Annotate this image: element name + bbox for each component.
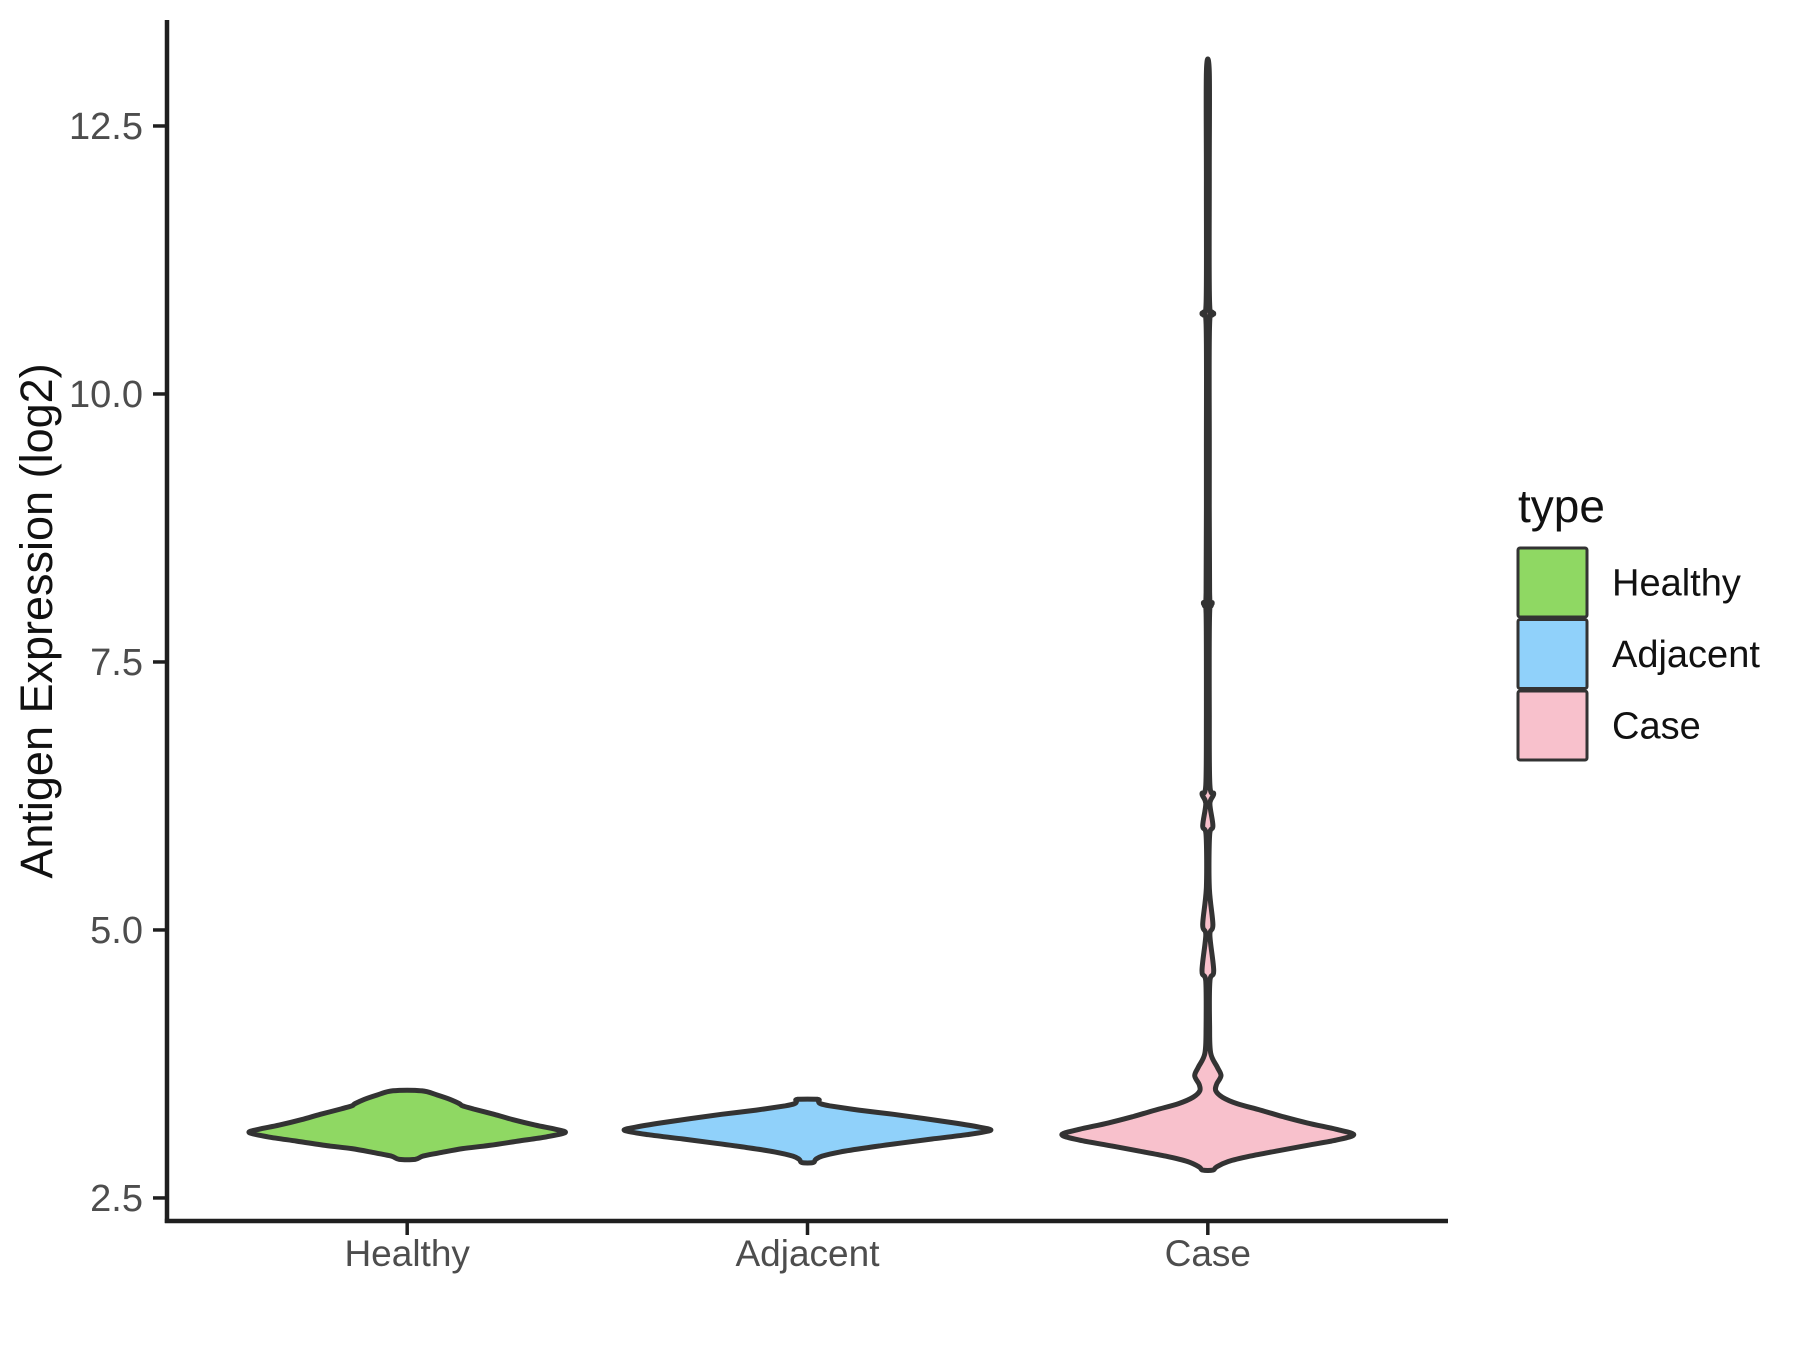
- x-tick-label-case: Case: [1165, 1233, 1251, 1274]
- violin-adjacent: [621, 1096, 994, 1166]
- y-axis-title: Antigen Expression (log2): [11, 363, 62, 878]
- legend-label-healthy: Healthy: [1612, 563, 1741, 605]
- legend-title: type: [1518, 480, 1605, 532]
- legend-key-case: [1516, 689, 1589, 762]
- y-tick-label: 2.5: [90, 1178, 143, 1220]
- legend-key-healthy: [1516, 546, 1589, 619]
- x-axis-ticks: Healthy Adjacent Case: [344, 1223, 1251, 1274]
- legend-entries: Healthy Adjacent Case: [1516, 546, 1760, 762]
- legend-key-adjacent: [1516, 618, 1589, 690]
- y-tick-label: 12.5: [69, 106, 143, 148]
- x-tick-label-healthy: Healthy: [344, 1233, 470, 1274]
- violin-healthy: [246, 1087, 568, 1163]
- y-axis-ticks: 2.5 5.0 7.5 10.0 12.5: [69, 106, 165, 1220]
- violin-case: [1059, 56, 1357, 1173]
- y-tick-label: 10.0: [69, 374, 143, 416]
- legend-label-adjacent: Adjacent: [1612, 634, 1760, 676]
- legend: type Healthy Adjacent Case: [1516, 480, 1760, 762]
- legend-label-case: Case: [1612, 706, 1701, 748]
- violins-layer: [246, 56, 1357, 1173]
- y-tick-label: 5.0: [90, 910, 143, 952]
- y-tick-label: 7.5: [90, 642, 143, 684]
- x-tick-label-adjacent: Adjacent: [736, 1233, 881, 1274]
